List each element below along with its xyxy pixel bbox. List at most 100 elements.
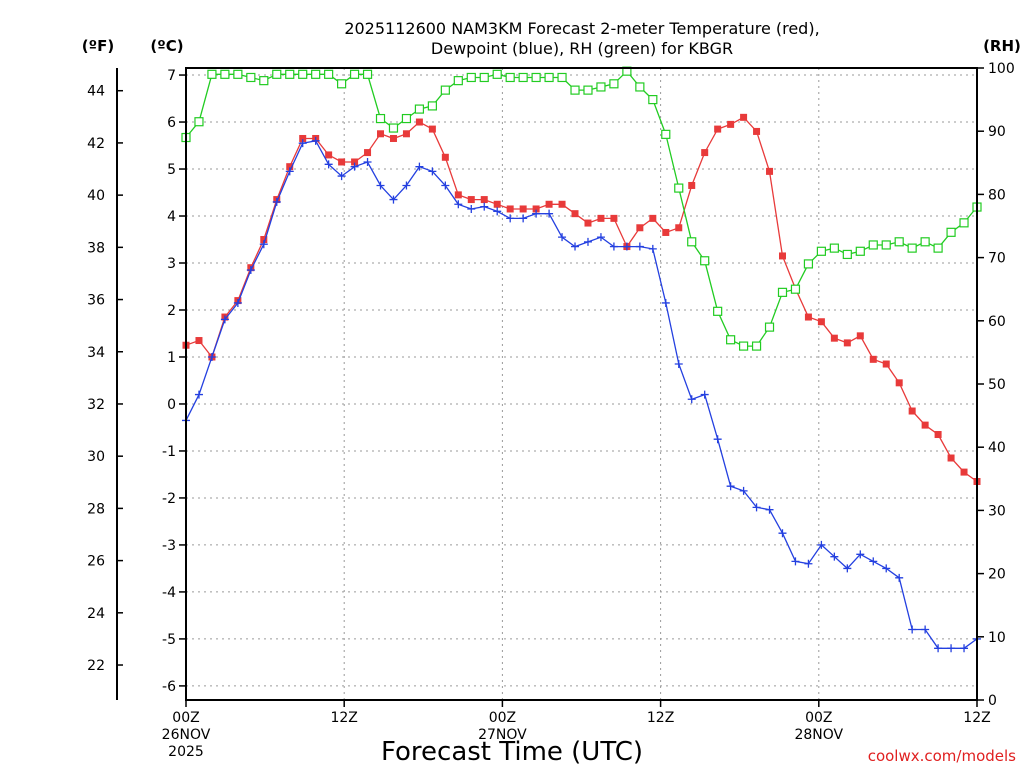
- f-tick-label: 32: [87, 397, 105, 413]
- dewpoint-point: [674, 360, 683, 369]
- c-tick-label: 3: [167, 256, 176, 272]
- rh-point: [194, 117, 204, 127]
- celsius-unit-label: (ºC): [150, 37, 183, 55]
- dewpoint-point: [545, 209, 554, 218]
- f-tick-label: 40: [87, 188, 105, 204]
- x-tick-label: 12Z: [963, 710, 990, 726]
- dewpoint-point: [713, 435, 722, 444]
- dewpoint-point: [558, 233, 567, 242]
- dewpoint-point: [428, 167, 437, 176]
- f-tick-label: 42: [87, 136, 105, 152]
- temperature-point: [402, 130, 410, 138]
- temperature-point: [740, 113, 748, 121]
- temperature-point: [766, 167, 774, 175]
- dewpoint-point: [376, 181, 385, 190]
- rh-point: [324, 69, 334, 79]
- temperature-point: [778, 252, 786, 260]
- f-tick-label: 44: [87, 84, 105, 100]
- dewpoint-point: [908, 625, 917, 634]
- dewpoint-point: [921, 625, 930, 634]
- c-tick-label: 5: [167, 162, 176, 178]
- x-tick-label: 00Z: [489, 710, 516, 726]
- temperature-point: [428, 125, 436, 133]
- temperature-point: [506, 205, 514, 213]
- dewpoint-point: [596, 233, 605, 242]
- rh-point: [803, 259, 814, 269]
- dewpoint-point: [622, 242, 631, 251]
- temperature-point: [519, 205, 527, 213]
- dewpoint-point: [467, 204, 476, 213]
- rh-point: [401, 113, 412, 124]
- rh-point: [674, 183, 684, 193]
- dewpoint-point: [246, 266, 255, 275]
- dewpoint-point: [415, 162, 424, 171]
- rh-point: [700, 256, 710, 266]
- rh-point: [557, 72, 567, 83]
- temperature-point: [351, 158, 359, 166]
- dewpoint-point: [791, 557, 800, 566]
- dewpoint-point: [934, 644, 943, 653]
- rh-point: [272, 69, 282, 79]
- rh-point: [505, 72, 515, 83]
- rh-point: [492, 69, 502, 79]
- temperature-point: [389, 134, 397, 142]
- temperature-point: [597, 214, 605, 222]
- temperature-point: [753, 127, 761, 135]
- temperature-point: [934, 431, 942, 439]
- c-tick-label: -5: [162, 632, 176, 648]
- rh-point: [285, 69, 295, 79]
- temperature-point: [727, 120, 735, 128]
- rh-point: [907, 243, 917, 253]
- dewpoint-point: [506, 214, 515, 223]
- temperature-point: [558, 200, 566, 208]
- dewpoint-point: [441, 181, 450, 190]
- temperature-point: [921, 421, 929, 429]
- rh-point: [816, 246, 826, 256]
- rh-tick-label: 20: [988, 567, 1006, 583]
- rh-point: [790, 284, 801, 294]
- rh-tick-label: 50: [988, 377, 1006, 393]
- temperature-point: [454, 191, 462, 199]
- dewpoint-point: [882, 564, 891, 573]
- chart-title-line-1: 2025112600 NAM3KM Forecast 2-meter Tempe…: [344, 19, 819, 38]
- dewpoint-point: [220, 315, 229, 324]
- c-tick-label: -1: [162, 444, 176, 460]
- temperature-point: [441, 153, 449, 161]
- c-tick-label: 7: [167, 68, 176, 84]
- dewpoint-point: [194, 390, 203, 399]
- rh-point: [479, 72, 489, 83]
- x-date-label: 28NOV: [794, 727, 843, 743]
- rh-point: [233, 69, 243, 79]
- rh-point: [855, 246, 865, 256]
- dewpoint-point: [648, 244, 657, 253]
- rh-point: [414, 104, 425, 114]
- rh-point: [946, 227, 956, 237]
- rh-point: [829, 243, 839, 253]
- f-tick-label: 22: [87, 658, 105, 674]
- axes: -6-5-4-3-2-10123456722242628303234363840…: [87, 61, 1015, 760]
- credit-watermark: coolwx.com/models: [868, 747, 1016, 765]
- dewpoint-point: [726, 482, 735, 491]
- rh-point: [920, 237, 930, 247]
- c-tick-label: 1: [167, 350, 176, 366]
- rh-point: [648, 94, 658, 105]
- dewpoint-point: [272, 197, 281, 206]
- dewpoint-point: [519, 214, 528, 223]
- rh-point: [388, 123, 399, 133]
- temperature-point: [649, 214, 657, 222]
- x-year-label: 2025: [168, 744, 204, 760]
- rh-point: [842, 249, 852, 260]
- x-tick-label: 00Z: [805, 710, 832, 726]
- rh-point: [453, 76, 463, 86]
- temperature-point: [869, 355, 877, 363]
- f-tick-label: 36: [87, 293, 105, 309]
- rh-point: [596, 82, 606, 92]
- temperature-point: [675, 224, 683, 232]
- temperature-point: [895, 379, 903, 387]
- rh-point: [466, 72, 476, 83]
- rh-tick-label: 70: [988, 251, 1006, 267]
- temperature-point: [338, 158, 346, 166]
- gridlines: [186, 68, 977, 700]
- rh-point: [220, 69, 230, 79]
- x-date-label: 26NOV: [162, 727, 211, 743]
